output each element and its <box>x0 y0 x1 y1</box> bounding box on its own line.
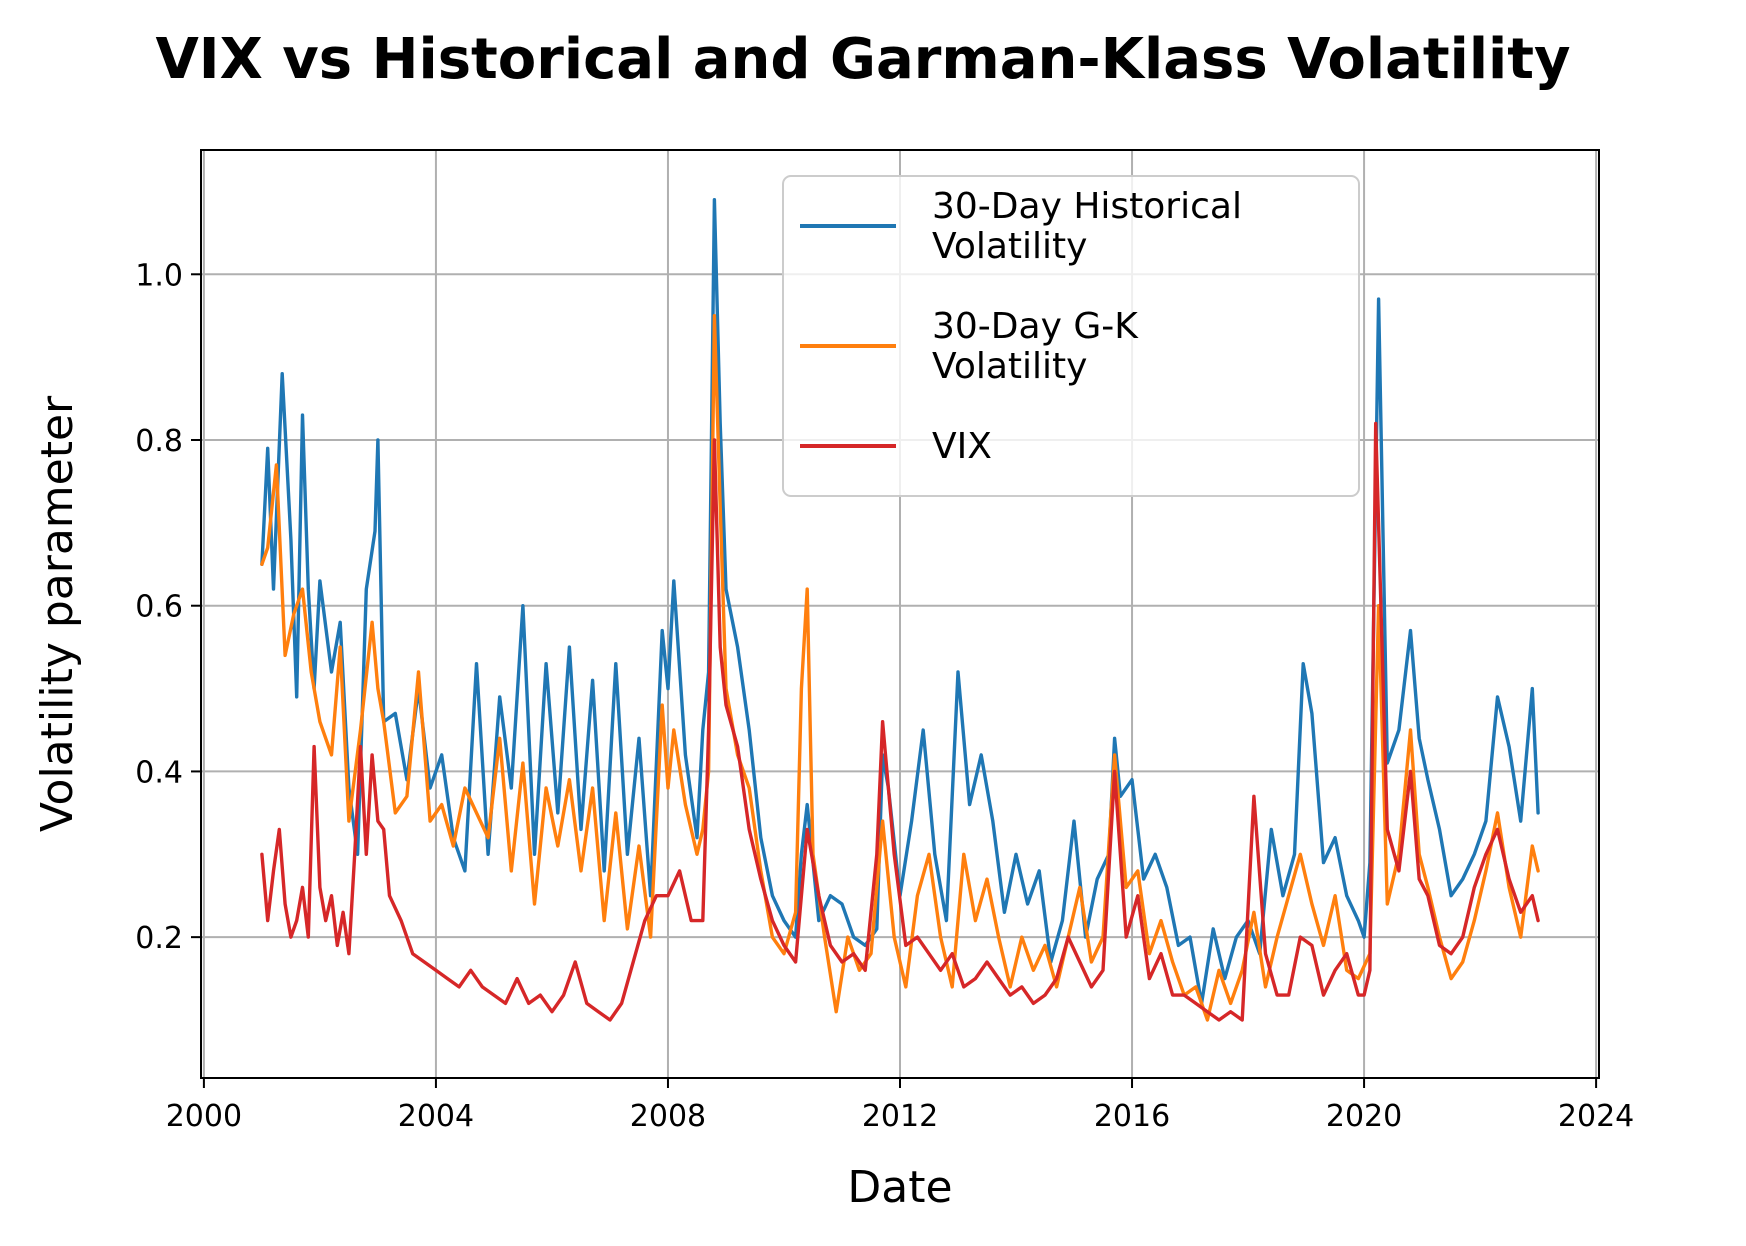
series-line-gk-volatility <box>260 314 1540 1022</box>
series-line-vix <box>260 421 1540 1022</box>
legend-box <box>782 175 1360 497</box>
legend-label-gk-volatility: 30-Day G-K Volatility <box>932 306 1139 387</box>
legend-label-vix: VIX <box>932 426 992 467</box>
y-axis-ticks: 0.2 0.4 0.6 0.8 1.0 <box>135 258 201 956</box>
x-tick-label: 2020 <box>1326 1099 1402 1134</box>
y-tick-label: 0.4 <box>135 755 183 790</box>
x-axis-ticks: 2000 2004 2008 2012 2016 2020 2024 <box>166 1078 1634 1134</box>
y-tick-label: 0.8 <box>135 424 183 459</box>
x-tick-label: 2000 <box>166 1099 242 1134</box>
legend-label-historical-volatility: 30-Day Historical Volatility <box>932 186 1242 267</box>
x-tick-label: 2012 <box>862 1099 938 1134</box>
y-tick-label: 1.0 <box>135 258 183 293</box>
x-tick-label: 2008 <box>630 1099 706 1134</box>
y-axis-label: Volatility parameter <box>32 395 83 832</box>
y-tick-label: 0.6 <box>135 590 183 625</box>
y-tick-label: 0.2 <box>135 921 183 956</box>
x-tick-label: 2024 <box>1558 1099 1634 1134</box>
x-tick-label: 2004 <box>398 1099 474 1134</box>
series-lines <box>260 198 1540 1022</box>
series-line-historical-volatility <box>260 198 1540 1006</box>
legend: 30-Day Historical Volatility 30-Day G-K Vol… <box>782 175 1360 497</box>
chart-title: VIX vs Historical and Garman-Klass Volat… <box>155 27 1570 92</box>
x-tick-label: 2016 <box>1094 1099 1170 1134</box>
x-axis-label: Date <box>847 1162 952 1213</box>
